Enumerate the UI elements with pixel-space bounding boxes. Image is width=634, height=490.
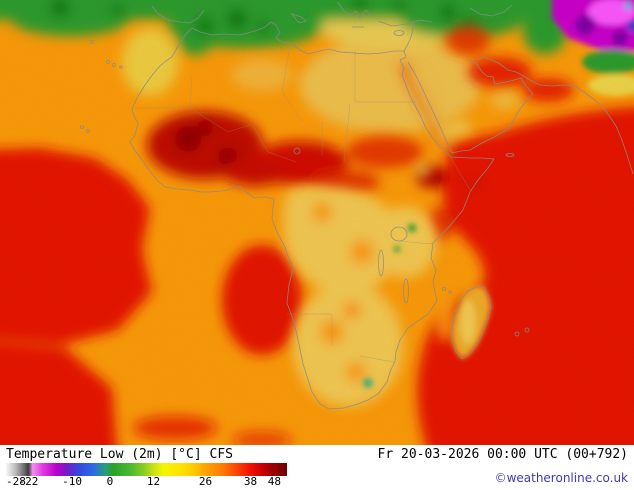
legend-right: Fr 20-03-2026 00:00 UTC (00+792) ©weathe… — [378, 447, 628, 490]
turkey-coastline — [377, 19, 433, 27]
temperature-map — [0, 0, 634, 445]
tick-label: 38 — [243, 475, 258, 488]
forecast-datetime: Fr 20-03-2026 00:00 UTC (00+792) — [377, 447, 628, 462]
lake-chad — [293, 147, 301, 155]
africa-coastline — [129, 21, 495, 410]
socotra-coastline — [505, 153, 515, 157]
madagascar-coastline — [451, 286, 492, 360]
levant-coastline — [403, 20, 415, 52]
copyright-link[interactable]: ©weatheronline.co.uk — [494, 471, 628, 485]
country-borders — [134, 45, 471, 363]
coastlines — [80, 1, 634, 410]
lake-tanganyika — [378, 249, 384, 277]
tick-label: -22 — [18, 475, 39, 488]
legend-left: Temperature Low (2m) [°C] CFS -28 -22 -1… — [6, 447, 316, 490]
tick-label: -10 — [62, 475, 82, 488]
greece-coastline — [337, 1, 372, 19]
legend-bar: Temperature Low (2m) [°C] CFS -28 -22 -1… — [0, 445, 634, 490]
tick-label: 0 — [106, 475, 114, 488]
lake-malawi — [403, 278, 409, 304]
arabia-coastline — [407, 60, 534, 154]
map-title: Temperature Low (2m) [°C] CFS — [6, 447, 233, 462]
sicily-coastline — [290, 13, 307, 24]
caspian-coastline — [469, 4, 513, 17]
grain-texture — [0, 0, 634, 445]
iran-india-coastline — [475, 56, 634, 175]
iberia-coastline — [151, 5, 205, 24]
cyprus-coastline — [393, 30, 405, 36]
tick-label: -28 — [6, 475, 26, 488]
tick-label: 48 — [267, 475, 281, 488]
tick-label: 26 — [198, 475, 213, 488]
africa-temperature-map-canvas — [0, 0, 634, 445]
temperature-colorbar — [6, 463, 287, 476]
tick-label: 12 — [146, 475, 161, 488]
colorbar-tick-labels: -28 -22 -10 0 12 26 38 48 — [6, 476, 287, 489]
